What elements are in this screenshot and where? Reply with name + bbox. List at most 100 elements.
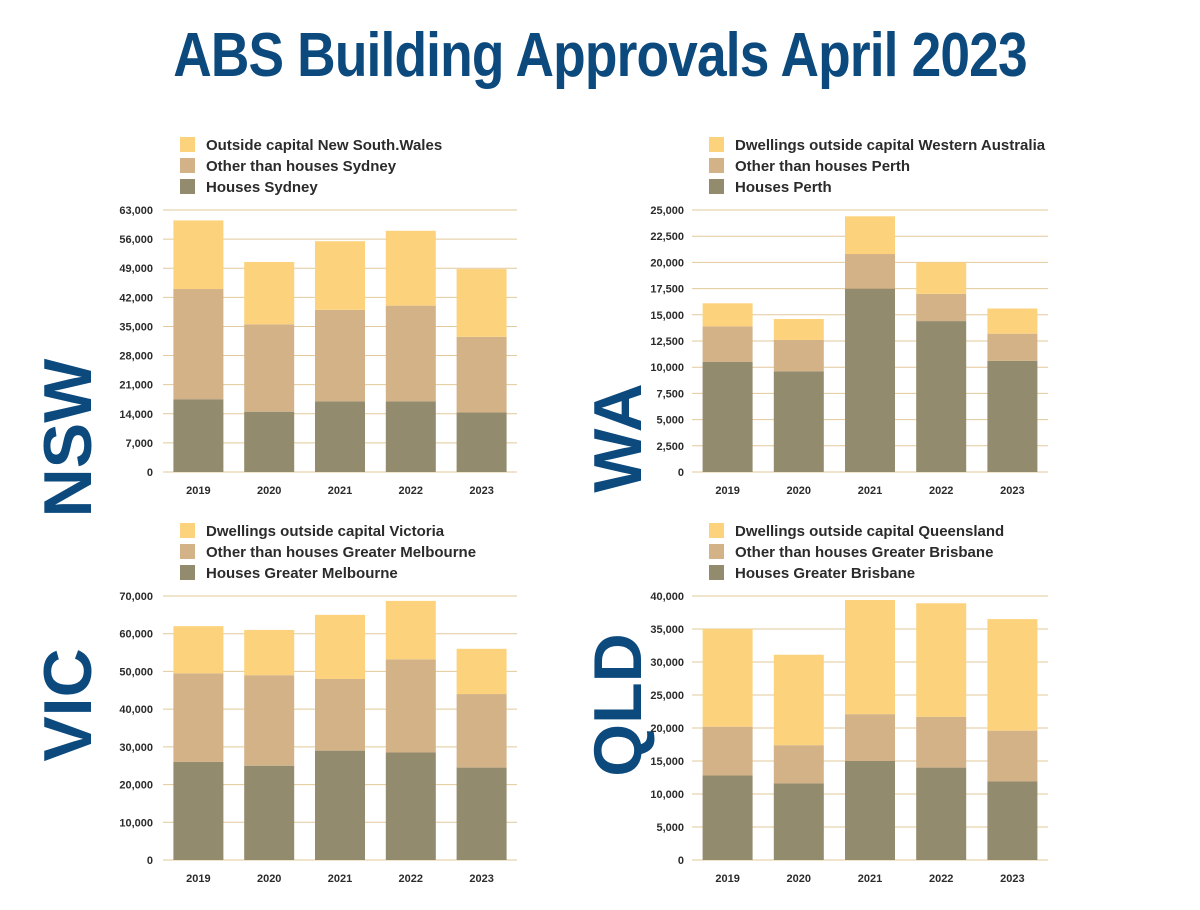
- nsw-x-tick-label: 2020: [257, 485, 281, 497]
- qld-y-tick-label: 25,000: [650, 690, 684, 702]
- vic-y-tick-label: 40,000: [119, 704, 153, 716]
- qld-x-tick-label: 2020: [787, 873, 811, 885]
- vic-bar-2019-series-0: [173, 761, 224, 860]
- vic-legend-label: Houses Greater Melbourne: [206, 565, 398, 582]
- nsw-x-tick-label: 2021: [328, 485, 352, 497]
- qld-legend-label: Dwellings outside capital Queensland: [735, 523, 1004, 540]
- nsw-bar-2020-series-2: [244, 261, 295, 325]
- wa-bar-2020-series-2: [773, 318, 824, 340]
- vic-bar-2021-series-2: [315, 614, 365, 679]
- wa-y-tick-label: 20,000: [650, 257, 684, 269]
- vic-bar-2022-series-2: [385, 600, 436, 660]
- qld-y-tick-label: 20,000: [650, 723, 684, 735]
- qld-chart-panel: QLD Dwellings outside capital Queensland O…: [580, 510, 1200, 910]
- qld-bar-2021-series-2: [845, 599, 895, 715]
- qld-bar-2023-series-1: [987, 730, 1038, 782]
- wa-y-tick-label: 0: [678, 467, 684, 479]
- vic-legend-label: Other than houses Greater Melbourne: [206, 544, 476, 561]
- qld-bar-2023-series-2: [987, 619, 1038, 731]
- qld-legend: Dwellings outside capital Queensland Othe…: [709, 523, 1004, 582]
- vic-bar-2021-series-0: [315, 750, 365, 860]
- vic-bar-2022-series-1: [385, 659, 436, 753]
- qld-legend-swatch: [709, 565, 724, 580]
- nsw-y-tick-label: 56,000: [119, 234, 153, 246]
- nsw-legend-label: Outside capital New South.Wales: [206, 137, 442, 154]
- vic-x-tick-label: 2022: [399, 873, 423, 885]
- qld-bar-2020-series-0: [773, 783, 824, 860]
- wa-legend-label: Other than houses Perth: [735, 158, 910, 175]
- wa-legend-label: Dwellings outside capital Western Austra…: [735, 137, 1046, 154]
- vic-y-tick-label: 10,000: [119, 817, 153, 829]
- qld-bar-2022-series-2: [916, 603, 967, 717]
- nsw-y-tick-label: 7,000: [125, 438, 153, 450]
- nsw-bar-2020-series-1: [244, 324, 295, 412]
- qld-y-tick-label: 40,000: [650, 591, 684, 603]
- qld-bar-2020-series-1: [773, 745, 824, 784]
- nsw-legend-swatch: [180, 158, 195, 173]
- nsw-bar-2019-series-2: [173, 220, 224, 290]
- nsw-y-tick-label: 35,000: [119, 321, 153, 333]
- wa-legend-swatch: [709, 179, 724, 194]
- vic-bar-2019-series-2: [173, 626, 224, 674]
- wa-y-tick-label: 25,000: [650, 205, 684, 217]
- wa-y-tick-label: 17,500: [650, 284, 684, 296]
- wa-bar-2019-series-0: [702, 361, 753, 472]
- nsw-bar-2021-series-1: [315, 309, 365, 402]
- nsw-x-tick-label: 2022: [399, 485, 423, 497]
- wa-bar-2022-series-2: [916, 262, 967, 294]
- nsw-legend-swatch: [180, 179, 195, 194]
- wa-x-tick-label: 2022: [929, 485, 953, 497]
- vic-bar-2023-series-1: [456, 694, 507, 768]
- qld-bar-2022-series-0: [916, 767, 967, 860]
- nsw-y-tick-label: 28,000: [119, 351, 153, 363]
- qld-y-tick-label: 5,000: [656, 822, 684, 834]
- nsw-bar-2021-series-0: [315, 401, 365, 472]
- qld-x-tick-label: 2023: [1000, 873, 1024, 885]
- vic-legend-swatch: [180, 523, 195, 538]
- wa-bar-2022-series-0: [916, 321, 967, 472]
- vic-bar-2020-series-1: [244, 675, 295, 766]
- qld-y-tick-label: 30,000: [650, 657, 684, 669]
- nsw-bar-2019-series-1: [173, 289, 224, 400]
- nsw-legend: Outside capital New South.Wales Other tha…: [180, 137, 442, 196]
- qld-bar-2019-series-1: [702, 726, 753, 776]
- qld-chart: Dwellings outside capital Queensland Othe…: [650, 523, 1048, 885]
- nsw-bar-2023-series-2: [456, 269, 507, 337]
- wa-bar-2023-series-2: [987, 308, 1038, 334]
- qld-y-tick-label: 35,000: [650, 624, 684, 636]
- wa-chart-panel: WA Dwellings outside capital Western Aust…: [580, 120, 1200, 520]
- nsw-chart: Outside capital New South.Wales Other tha…: [119, 137, 517, 497]
- qld-x-tick-label: 2021: [858, 873, 882, 885]
- qld-legend-swatch: [709, 523, 724, 538]
- qld-bar-2019-series-2: [702, 629, 753, 727]
- nsw-bar-2019-series-0: [173, 399, 224, 472]
- wa-y-tick-label: 7,500: [656, 388, 684, 400]
- nsw-x-tick-label: 2023: [469, 485, 493, 497]
- wa-x-tick-label: 2023: [1000, 485, 1024, 497]
- qld-bar-2022-series-1: [916, 716, 967, 768]
- wa-chart: Dwellings outside capital Western Austra…: [650, 137, 1048, 497]
- nsw-y-tick-label: 14,000: [119, 409, 153, 421]
- wa-legend-swatch: [709, 137, 724, 152]
- vic-y-tick-label: 30,000: [119, 742, 153, 754]
- wa-bar-2020-series-0: [773, 371, 824, 472]
- wa-y-tick-label: 22,500: [650, 231, 684, 243]
- wa-y-tick-label: 15,000: [650, 310, 684, 322]
- wa-legend-label: Houses Perth: [735, 179, 832, 196]
- nsw-y-tick-label: 49,000: [119, 263, 153, 275]
- vic-y-tick-label: 0: [147, 855, 153, 867]
- wa-bar-2020-series-1: [773, 339, 824, 372]
- nsw-y-tick-label: 0: [147, 467, 153, 479]
- wa-bar-2021-series-2: [845, 216, 895, 255]
- vic-legend-swatch: [180, 544, 195, 559]
- vic-bar-2023-series-2: [456, 648, 507, 695]
- vic-x-tick-label: 2021: [328, 873, 352, 885]
- qld-x-tick-label: 2022: [929, 873, 953, 885]
- vic-bar-2023-series-0: [456, 767, 507, 860]
- nsw-bar-2023-series-1: [456, 336, 507, 413]
- vic-y-tick-label: 60,000: [119, 629, 153, 641]
- nsw-legend-label: Houses Sydney: [206, 179, 318, 196]
- nsw-bar-2023-series-0: [456, 412, 507, 472]
- qld-y-tick-label: 15,000: [650, 756, 684, 768]
- wa-bar-2022-series-1: [916, 293, 967, 322]
